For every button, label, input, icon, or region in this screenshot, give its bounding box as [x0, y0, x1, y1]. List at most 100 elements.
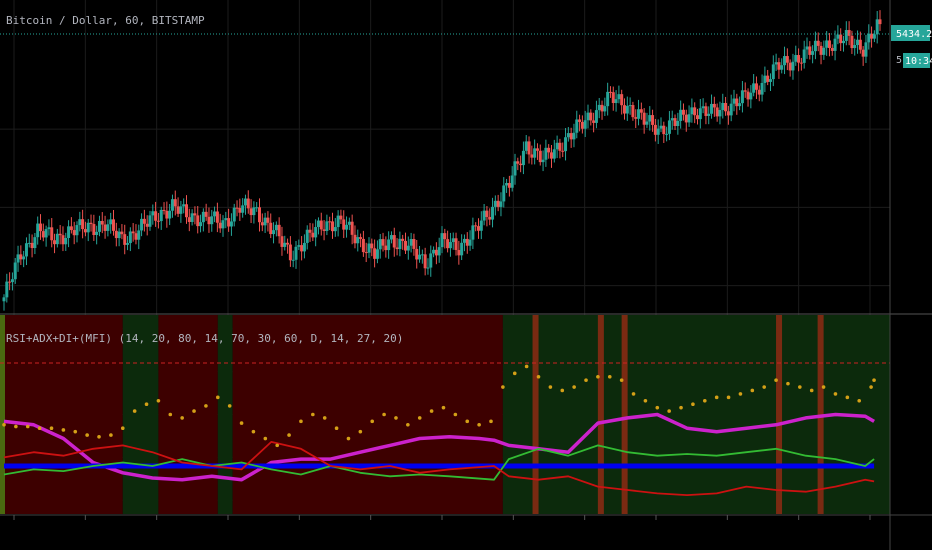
- candle-down: [173, 199, 177, 207]
- candle-down: [328, 221, 332, 223]
- candle-down: [870, 33, 874, 39]
- candle-up: [564, 137, 568, 152]
- candle-up: [606, 91, 610, 107]
- candle-down: [550, 152, 553, 159]
- candle-up: [617, 94, 621, 100]
- candle-down: [673, 118, 677, 127]
- candle-down: [308, 229, 312, 233]
- candle-down: [134, 233, 138, 240]
- candle-down: [404, 240, 407, 251]
- candle-up: [780, 65, 784, 70]
- candle-up: [409, 238, 413, 246]
- candle-down: [830, 48, 834, 51]
- candle-up: [502, 185, 506, 202]
- candle-down: [145, 223, 149, 227]
- candle-up: [201, 211, 205, 223]
- candle-up: [387, 239, 391, 251]
- candle-up: [2, 297, 6, 302]
- candle-up: [221, 220, 225, 229]
- candle-down: [156, 220, 160, 222]
- candle-down: [154, 211, 158, 221]
- candle-up: [375, 249, 379, 259]
- candle-down: [878, 19, 882, 25]
- mfi-dot: [703, 398, 707, 403]
- candle-up: [24, 243, 28, 257]
- candle-down: [61, 235, 65, 245]
- indicator-zone-backgrounds: [0, 315, 890, 514]
- mfi-dot: [607, 374, 612, 379]
- candle-up: [213, 211, 217, 217]
- candle-down: [370, 243, 374, 249]
- candle-up: [749, 92, 753, 100]
- mfi-dot: [738, 392, 743, 396]
- candle-down: [81, 219, 85, 230]
- candle-down: [684, 114, 688, 123]
- candle-up: [272, 230, 276, 235]
- candle-up: [763, 75, 767, 83]
- candle-down: [269, 222, 273, 235]
- candle-down: [359, 237, 363, 239]
- candle-up: [451, 238, 455, 243]
- candle-down: [8, 281, 12, 283]
- sell-signal-bar: [532, 315, 539, 514]
- partial-price-label: 5: [896, 55, 902, 66]
- countdown-value: 10:34: [905, 56, 932, 67]
- candle-up: [637, 109, 641, 119]
- mfi-dot: [441, 405, 446, 410]
- candle-up: [482, 210, 486, 221]
- mfi-dot: [572, 385, 576, 389]
- candle-down: [651, 115, 655, 125]
- candle-down: [19, 254, 23, 260]
- mfi-dot: [872, 378, 876, 382]
- mfi-dot: [73, 429, 78, 434]
- candle-down: [286, 242, 290, 245]
- mfi-dot: [287, 433, 291, 437]
- mfi-dot: [548, 385, 553, 389]
- candle-up: [297, 245, 301, 247]
- candle-up: [825, 40, 829, 48]
- candle-down: [103, 224, 107, 231]
- candle-down: [488, 216, 492, 220]
- mfi-dot: [370, 419, 375, 424]
- candle-down: [235, 207, 239, 209]
- candle-up: [597, 104, 601, 111]
- candlestick-series: [2, 10, 882, 311]
- candle-down: [112, 219, 115, 231]
- candle-down: [277, 224, 281, 237]
- mfi-dot: [857, 398, 862, 403]
- candle-down: [693, 107, 697, 116]
- candle-up: [294, 246, 298, 260]
- candle-up: [875, 19, 879, 35]
- candle-up: [460, 242, 464, 256]
- candle-up: [5, 281, 9, 298]
- candle-down: [204, 211, 208, 217]
- candle-down: [530, 154, 534, 158]
- candle-down: [662, 125, 666, 135]
- candle-down: [384, 245, 388, 251]
- candle-up: [16, 254, 20, 263]
- candle-up: [86, 222, 90, 233]
- candle-up: [575, 119, 579, 133]
- candle-down: [196, 215, 200, 227]
- candle-down: [535, 148, 539, 151]
- mfi-dot: [120, 426, 125, 431]
- candle-down: [53, 240, 57, 245]
- candle-down: [280, 236, 284, 247]
- candle-up: [170, 199, 174, 211]
- candle-down: [412, 238, 416, 249]
- time-axis[interactable]: [13, 515, 871, 520]
- candle-up: [33, 237, 37, 249]
- candle-up: [555, 142, 559, 150]
- candle-down: [578, 119, 582, 122]
- candle-up: [872, 34, 876, 39]
- candle-down: [443, 233, 447, 240]
- mfi-dot: [465, 419, 470, 424]
- mfi-dot: [501, 385, 505, 389]
- candle-down: [288, 244, 292, 261]
- candle-down: [797, 55, 801, 63]
- candle-down: [131, 231, 135, 234]
- candle-down: [561, 150, 565, 152]
- candle-up: [241, 205, 245, 213]
- candle-up: [151, 211, 155, 216]
